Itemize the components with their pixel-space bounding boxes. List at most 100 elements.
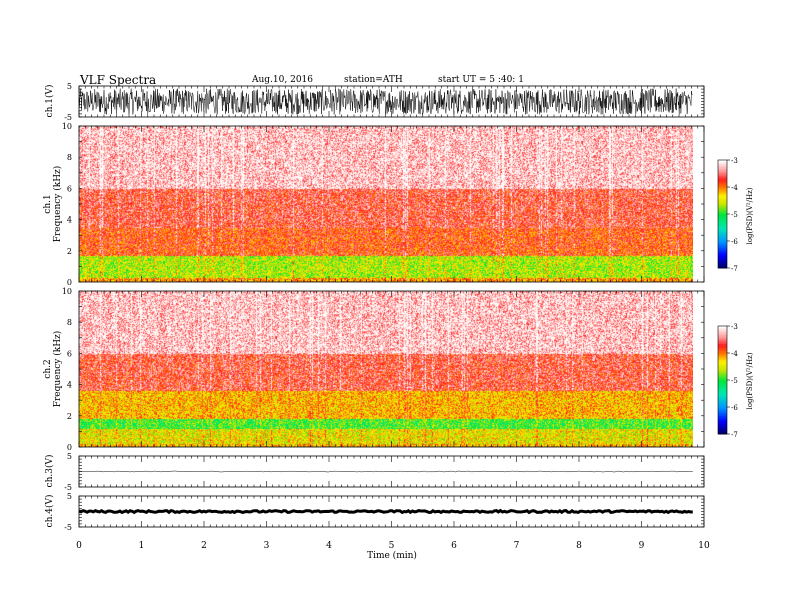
freq-tick-label: 0 (67, 278, 72, 287)
colorbar-tick-label: -7 (731, 265, 738, 273)
colorbar-swatch (718, 399, 727, 403)
colorbar-tick-label: -6 (731, 238, 738, 246)
colorbar-swatch (718, 170, 727, 174)
colorbar-tick-label: -4 (731, 184, 738, 192)
ch2-spec-channel-label: ch.2 (43, 359, 53, 378)
ch1-spectrogram-panel: 10 8 6 4 2 0 ch.1 Frequency (kHz) (43, 122, 705, 287)
colorbar-swatch (718, 255, 727, 258)
freq-tick-label: 10 (62, 122, 72, 131)
ch1-waveform-ticks (78, 85, 705, 118)
colorbar-swatch (718, 394, 727, 397)
colorbar-swatch (718, 206, 727, 210)
ch1-spec-ylabel: Frequency (kHz) (52, 166, 63, 243)
colorbar-swatch (718, 251, 727, 255)
freq-tick-label: 6 (67, 349, 72, 358)
colorbar-swatch (718, 188, 727, 192)
colorbar-tick-label: -3 (731, 157, 738, 165)
colorbar-swatch (718, 248, 727, 251)
ch4-waveform-panel: 5 -5 ch.4(V) (44, 492, 705, 532)
start-time-label: start UT = 5 :40: 1 (438, 75, 524, 85)
colorbar-swatch (718, 425, 727, 428)
colorbar-swatch (718, 230, 727, 233)
colorbar-swatch (718, 219, 727, 222)
colorbar-swatch (718, 412, 727, 415)
ch2-spectrogram-xticks (78, 290, 705, 448)
colorbar-swatch (718, 223, 727, 226)
colorbar-swatch (718, 392, 727, 395)
x-axis-tick-labels: 0 1 2 3 4 5 6 7 8 9 10 (76, 541, 710, 551)
colorbar-swatch (718, 374, 727, 377)
colorbar-tick-label: -3 (731, 323, 738, 331)
colorbar-swatch (718, 398, 727, 401)
colorbar-swatch (718, 380, 727, 383)
x-tick-label: 2 (201, 541, 207, 551)
freq-tick-label: 4 (67, 216, 72, 225)
ch1-colorbar-label: log(PSD)(V²/Hz) (746, 187, 754, 244)
colorbar-swatch (718, 165, 727, 168)
colorbar-swatch (718, 430, 727, 433)
colorbar-swatch (718, 327, 727, 331)
colorbar-swatch (718, 358, 727, 361)
colorbar-swatch (718, 221, 727, 224)
colorbar-swatch (718, 233, 727, 237)
colorbar-tick-label: -5 (731, 211, 738, 219)
ch4-waveform-trace (78, 508, 693, 515)
ch1-colorbar: -3 -4 -5 -6 -7 (717, 157, 738, 273)
ch1-ylabel: ch.1(V) (44, 85, 55, 118)
colorbar-swatch (718, 196, 727, 199)
colorbar-swatch (718, 347, 727, 350)
colorbar-swatch (718, 214, 727, 217)
colorbar-swatch (718, 331, 727, 334)
colorbar-tick-label: -4 (731, 350, 738, 358)
colorbar-tick-label: -5 (731, 377, 738, 385)
colorbar-swatch (718, 260, 727, 264)
colorbar-swatch (718, 385, 727, 388)
colorbar-swatch (718, 407, 727, 410)
x-tick-label: 9 (639, 541, 645, 551)
colorbar-swatch (718, 390, 727, 394)
x-tick-label: 1 (139, 541, 145, 551)
ch2-colorbar: -3 -4 -5 -6 -7 (717, 323, 738, 439)
colorbar-swatch (718, 351, 727, 354)
colorbar-swatch (718, 201, 727, 204)
colorbar-swatch (718, 179, 727, 183)
colorbar-swatch (718, 345, 727, 349)
ch2-colorbar-label: log(PSD)(V²/Hz) (746, 352, 754, 409)
ch2-spectrogram-panel: 10 8 6 4 2 0 ch.2 Frequency (kHz) (43, 287, 705, 452)
colorbar-swatch (718, 335, 727, 338)
x-tick-label: 3 (264, 541, 270, 551)
colorbar-swatch (718, 414, 727, 417)
colorbar-swatch (718, 381, 727, 385)
colorbar-swatch (718, 205, 727, 208)
colorbar-swatch (718, 356, 727, 359)
colorbar-swatch (718, 259, 727, 262)
colorbar-swatch (718, 340, 727, 343)
colorbar-swatch (718, 228, 727, 231)
colorbar-swatch (718, 169, 727, 172)
ch1-spec-channel-label: ch.1 (43, 194, 53, 213)
colorbar-swatch (718, 199, 727, 202)
x-tick-label: 5 (389, 541, 395, 551)
colorbar-swatch (718, 428, 727, 431)
x-tick-label: 7 (514, 541, 520, 551)
colorbar-swatch (718, 333, 727, 336)
colorbar-swatch (718, 372, 727, 376)
colorbar-swatch (718, 161, 727, 165)
colorbar-swatch (718, 210, 727, 213)
ch2-spectrogram-image-wrap (79, 291, 693, 447)
colorbar-swatch (718, 329, 727, 332)
colorbar-swatch (718, 172, 727, 175)
colorbar-swatch (718, 371, 727, 374)
colorbar-swatch (718, 349, 727, 352)
colorbar-swatch (718, 421, 727, 424)
freq-tick-label: 2 (67, 412, 72, 421)
ch1-spectrogram-image (79, 126, 693, 282)
ch4-ylabel: ch.4(V) (44, 495, 55, 528)
colorbar-swatch (718, 266, 727, 269)
date-label: Aug.10, 2016 (251, 75, 313, 85)
colorbar-swatch (718, 232, 727, 235)
colorbar-swatch (718, 194, 727, 197)
x-tick-label: 6 (451, 541, 457, 551)
colorbar-swatch (718, 215, 727, 219)
colorbar-swatch (718, 250, 727, 253)
